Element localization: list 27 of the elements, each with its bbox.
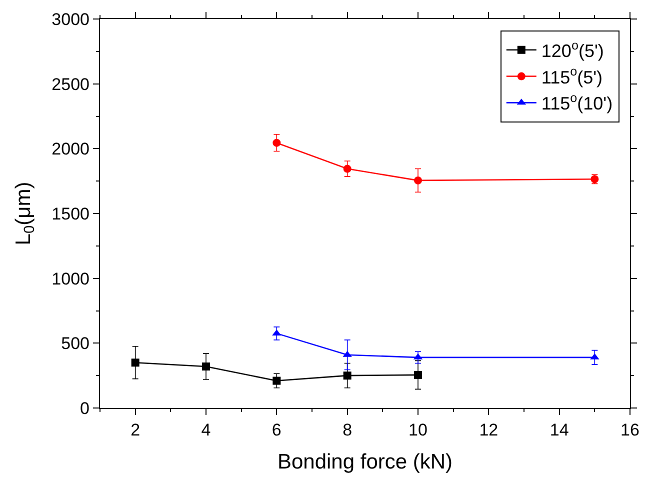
point (343, 372, 352, 380)
legend-label: 120$^{o}$(5') (541, 38, 604, 61)
legend-label: 115$^{o}$(10') (541, 91, 613, 114)
point (414, 176, 422, 184)
y-tick-label: 3000 (52, 10, 90, 29)
x-tick-label: 16 (620, 420, 640, 440)
legend-label: 115$^{o}$(5') (541, 64, 603, 88)
point (272, 376, 281, 385)
point (414, 370, 422, 379)
point (202, 362, 210, 371)
x-axis-title: Bonding force (kN) (277, 450, 453, 474)
x-tick-label: 2 (130, 420, 140, 440)
y-tick-label: 2500 (52, 74, 90, 94)
point (272, 138, 281, 147)
x-tick-label: 4 (201, 420, 211, 440)
y-tick-label: 2000 (52, 140, 90, 159)
x-tick-label: 8 (342, 420, 352, 440)
point (343, 164, 352, 173)
point (131, 358, 140, 367)
x-tick-label: 10 (408, 420, 428, 440)
x-tick-label: 14 (550, 420, 569, 440)
y-tick-label: 0 (80, 398, 90, 418)
y-tick-label: 1000 (52, 269, 90, 288)
y-tick-label: 500 (61, 334, 90, 354)
y-tick-label: 1500 (52, 204, 90, 224)
x-tick-label: 6 (272, 420, 282, 440)
x-tick-label: 12 (479, 420, 498, 440)
